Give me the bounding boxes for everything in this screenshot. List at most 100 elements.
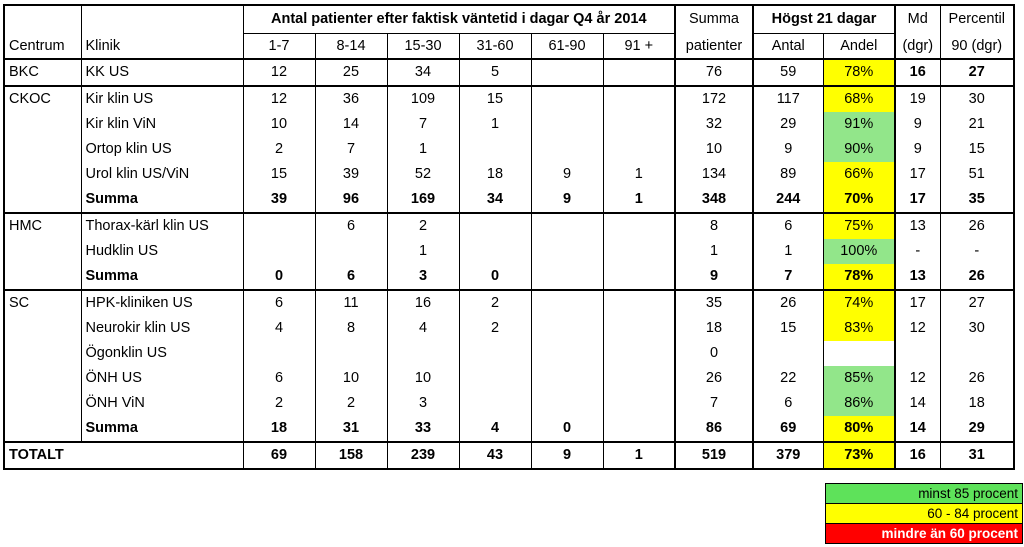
table-row: ÖNH US 6 10 10 26 22 85% 12 26: [3, 366, 1015, 391]
md-cell: 12: [894, 366, 941, 391]
legend-green: minst 85 procent: [826, 484, 1022, 504]
antal-cell: 89: [752, 162, 824, 187]
summa-cell: 86: [674, 416, 754, 442]
bin-cell: [602, 341, 676, 366]
bin-cell: [242, 212, 316, 239]
andel-cell: 75%: [822, 212, 896, 239]
p90-cell: 21: [939, 112, 1015, 137]
bin-cell: 6: [314, 264, 388, 290]
centrum-cell: [3, 366, 82, 391]
antal-cell: 26: [752, 289, 824, 316]
bin-cell: [530, 316, 604, 341]
antal-cell: [752, 341, 824, 366]
perc-header-top: Percentil: [939, 4, 1015, 34]
centrum-cell: CKOC: [3, 85, 82, 112]
klinik-cell: ÖNH ViN: [80, 391, 244, 416]
summa-cell: 10: [674, 137, 754, 162]
bin-cell: [242, 239, 316, 264]
bin-cell: 39: [314, 162, 388, 187]
bin-cell: 39: [242, 187, 316, 213]
bin-cell: 1: [602, 162, 676, 187]
andel-cell: 74%: [822, 289, 896, 316]
bin-cell: 12: [242, 85, 316, 112]
bin-cell: [458, 391, 532, 416]
andel-cell: [822, 341, 896, 366]
bin-cell: [530, 289, 604, 316]
bin-cell: 2: [458, 289, 532, 316]
bin-cell: 1: [386, 137, 460, 162]
antal-cell: 9: [752, 137, 824, 162]
md-cell: 9: [894, 137, 941, 162]
total-bin-cell: 1: [602, 441, 676, 470]
bin-cell: [314, 239, 388, 264]
total-label: TOTALT: [3, 441, 244, 470]
bin-cell: 109: [386, 85, 460, 112]
md-cell: 12: [894, 316, 941, 341]
bin-cell: 2: [314, 391, 388, 416]
bin-cell: 2: [242, 137, 316, 162]
bin-cell: 2: [386, 212, 460, 239]
bin-cell: 9: [530, 187, 604, 213]
bin-cell: 169: [386, 187, 460, 213]
bin-cell: 96: [314, 187, 388, 213]
table-row: Neurokir klin US 4 8 4 2 18 15 83% 12 30: [3, 316, 1015, 341]
bin-cell: [458, 366, 532, 391]
md-cell: [894, 341, 941, 366]
total-bin-cell: 69: [242, 441, 316, 470]
antal-cell: 244: [752, 187, 824, 213]
bin-cell: [458, 212, 532, 239]
bin-cell: [602, 239, 676, 264]
klinik-cell: ÖNH US: [80, 366, 244, 391]
total-p90-cell: 31: [939, 441, 1015, 470]
summa-header-top: Summa: [674, 4, 754, 34]
table-row: Summa 0 6 3 0 9 7 78% 13 26: [3, 264, 1015, 290]
klinik-cell: Ögonklin US: [80, 341, 244, 366]
andel-cell: 83%: [822, 316, 896, 341]
centrum-cell: [3, 316, 82, 341]
centrum-cell: [3, 187, 82, 213]
bin-cell: 1: [458, 112, 532, 137]
p90-cell: 30: [939, 85, 1015, 112]
centrum-cell: HMC: [3, 212, 82, 239]
bin-cell: 4: [458, 416, 532, 442]
antal-cell: 29: [752, 112, 824, 137]
centrum-cell: [3, 137, 82, 162]
bin-cell: 8: [314, 316, 388, 341]
summa-cell: 134: [674, 162, 754, 187]
bin-cell: [530, 341, 604, 366]
bin-cell: 36: [314, 85, 388, 112]
p90-cell: 27: [939, 289, 1015, 316]
bin-cell: [602, 416, 676, 442]
md-cell: 17: [894, 187, 941, 213]
klinik-header: Klinik: [80, 33, 244, 60]
centrum-cell: [3, 341, 82, 366]
bin-cell: 2: [458, 316, 532, 341]
p90-cell: 29: [939, 416, 1015, 442]
total-antal-cell: 379: [752, 441, 824, 470]
bin-cell: [314, 341, 388, 366]
klinik-cell: Summa: [80, 187, 244, 213]
bin-cell: [602, 112, 676, 137]
bin-cell: 52: [386, 162, 460, 187]
antal-cell: 7: [752, 264, 824, 290]
andel-cell: 86%: [822, 391, 896, 416]
bin-cell: 7: [314, 137, 388, 162]
centrum-cell: [3, 162, 82, 187]
centrum-header: Centrum: [3, 33, 82, 60]
md-cell: 14: [894, 416, 941, 442]
p90-cell: 26: [939, 264, 1015, 290]
antal-cell: 59: [752, 58, 824, 86]
bin-header: 8-14: [314, 33, 388, 60]
bin-header: 61-90: [530, 33, 604, 60]
total-bin-cell: 43: [458, 441, 532, 470]
klinik-cell: Neurokir klin US: [80, 316, 244, 341]
legend-yellow: 60 - 84 procent: [826, 504, 1022, 524]
table-row: Hudklin US 1 1 1 100% - -: [3, 239, 1015, 264]
summa-cell: 172: [674, 85, 754, 112]
bin-cell: 18: [458, 162, 532, 187]
md-cell: -: [894, 239, 941, 264]
bin-cell: 5: [458, 58, 532, 86]
andel-cell: 70%: [822, 187, 896, 213]
klinik-cell: Kir klin US: [80, 85, 244, 112]
p90-cell: 15: [939, 137, 1015, 162]
